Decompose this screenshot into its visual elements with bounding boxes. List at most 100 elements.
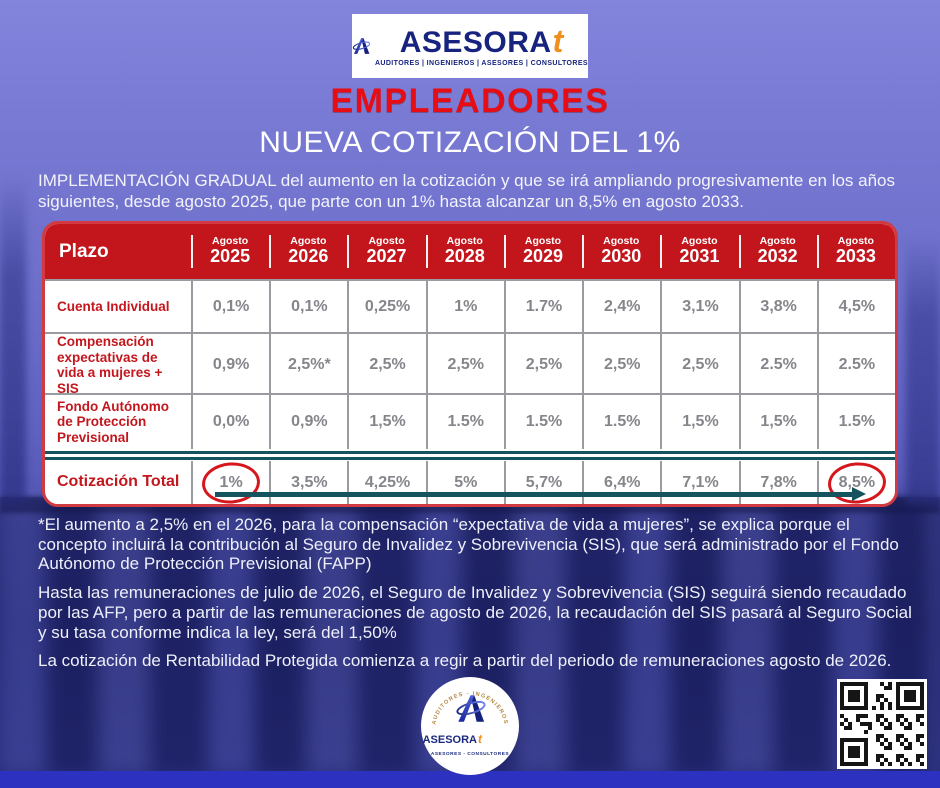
value-cell: 2,5% bbox=[503, 332, 583, 397]
value-cell: 3,8% bbox=[738, 279, 817, 332]
month-label: Agosto bbox=[603, 235, 640, 248]
value-cell: 7,1% bbox=[660, 461, 738, 504]
value-cell: 0,9% bbox=[191, 332, 270, 397]
value-cell: 2,5% bbox=[660, 332, 739, 397]
qr-code-icon bbox=[840, 682, 924, 766]
growth-arrow-icon bbox=[215, 487, 866, 501]
value-cell: 0,1% bbox=[191, 279, 270, 332]
brand-a-icon bbox=[352, 37, 370, 55]
value-cell-circled: 1% bbox=[191, 461, 269, 504]
value-cell: 2.5% bbox=[816, 332, 895, 397]
value-cell: 7,8% bbox=[738, 461, 817, 504]
row-label: Compensación expectativas de vida a muje… bbox=[45, 332, 191, 396]
bottom-blue-bar bbox=[0, 771, 940, 788]
value-cell: 4,25% bbox=[347, 461, 425, 504]
value-cell: 0,9% bbox=[269, 393, 348, 449]
value-cell: 0,0% bbox=[191, 393, 270, 449]
footnote-afp: Hasta las remuneraciones de julio de 202… bbox=[38, 583, 912, 642]
value-cell: 2,4% bbox=[582, 279, 661, 332]
footnotes: *El aumento a 2,5% en el 2026, para la c… bbox=[38, 515, 912, 680]
year-label: 2030 bbox=[601, 246, 642, 267]
value-cell-circled: 8,5% bbox=[816, 461, 895, 504]
column-header-agosto-2033: Agosto 2033 bbox=[816, 224, 895, 279]
value-cell: 1.5% bbox=[503, 393, 583, 449]
row-label: Cuenta Individual bbox=[45, 279, 191, 332]
month-label: Agosto bbox=[446, 235, 483, 248]
year-label: 2028 bbox=[444, 246, 485, 267]
brand-name-suffix: t bbox=[552, 23, 564, 59]
brand-seal: AUDITORES - INGENIEROS ASESORA t ASESORE… bbox=[420, 676, 520, 776]
value-cell: 0,1% bbox=[269, 279, 348, 332]
column-header-agosto-2025: Agosto 2025 bbox=[191, 224, 269, 279]
page-title: NUEVA COTIZACIÓN DEL 1% bbox=[259, 126, 681, 159]
value-cell: 2,5% bbox=[425, 332, 504, 397]
footnote-sis: *El aumento a 2,5% en el 2026, para la c… bbox=[38, 515, 899, 574]
seal-brand-suffix: t bbox=[478, 732, 483, 746]
table-row-total: Cotización Total 1% 3,5% 4,25% 5% 5,7% 6,4% 7,1… bbox=[45, 461, 895, 504]
month-label: Agosto bbox=[368, 235, 405, 248]
value-cell: 1% bbox=[425, 279, 504, 332]
month-label: Agosto bbox=[837, 235, 874, 248]
table-row: Compensación expectativas de vida a muje… bbox=[45, 332, 895, 397]
value-cell: 1,5% bbox=[347, 393, 426, 449]
seal-arc-bottom-text: ASESORES - CONSULTORES bbox=[431, 751, 510, 757]
table-header-row: Plazo Agosto 2025 Agosto 2026 Agosto 2027 Agos… bbox=[45, 224, 895, 279]
value-cell: 1.7% bbox=[503, 279, 583, 332]
brand-wordmark: ASESORA t AUDITORES | INGENIEROS | ASESO… bbox=[375, 25, 588, 67]
month-label: Agosto bbox=[681, 235, 718, 248]
footnote-rentabilidad: La cotización de Rentabilidad Protegida … bbox=[38, 651, 892, 671]
audience-heading: EMPLEADORES bbox=[330, 82, 610, 120]
year-label: 2027 bbox=[366, 246, 407, 267]
value-cell: 2,5% bbox=[582, 332, 661, 397]
value-cell: 1,5% bbox=[660, 393, 739, 449]
year-label: 2032 bbox=[757, 246, 798, 267]
cotizacion-table: Plazo Agosto 2025 Agosto 2026 Agosto 2027 Agos… bbox=[42, 221, 898, 507]
intro-paragraph: IMPLEMENTACIÓN GRADUAL del aumento en la… bbox=[38, 171, 896, 211]
month-label: Agosto bbox=[290, 235, 327, 248]
brand-tagline: AUDITORES | INGENIEROS | ASESORES | CONS… bbox=[374, 60, 588, 67]
value-cell: 3,1% bbox=[660, 279, 739, 332]
value-cell: 6,4% bbox=[582, 461, 660, 504]
value-cell: 1.5% bbox=[582, 393, 661, 449]
value-cell: 1.5% bbox=[425, 393, 504, 449]
brand-logo-box: ASESORA t AUDITORES | INGENIEROS | ASESO… bbox=[352, 14, 588, 78]
column-header-agosto-2027: Agosto 2027 bbox=[347, 224, 425, 279]
value-cell: 2,5% bbox=[347, 332, 426, 397]
year-label: 2025 bbox=[210, 246, 251, 267]
row-label: Fondo Autónomo de Protección Previsional bbox=[45, 393, 191, 449]
left-building-silhouette bbox=[0, 175, 26, 505]
year-label: 2026 bbox=[288, 246, 329, 267]
value-cell: 5% bbox=[425, 461, 504, 504]
seal-brand-name: ASESORA bbox=[423, 734, 477, 746]
year-label: 2033 bbox=[835, 246, 876, 267]
value-cell: 0,25% bbox=[347, 279, 426, 332]
value-cell: 2.5% bbox=[738, 332, 817, 397]
month-label: Agosto bbox=[212, 235, 249, 248]
value-cell: 4,5% bbox=[816, 279, 895, 332]
column-header-agosto-2028: Agosto 2028 bbox=[425, 224, 504, 279]
year-label: 2029 bbox=[522, 246, 564, 267]
column-header-agosto-2032: Agosto 2032 bbox=[738, 224, 817, 279]
value-cell: 3,5% bbox=[269, 461, 347, 504]
column-header-agosto-2031: Agosto 2031 bbox=[660, 224, 738, 279]
column-header-plazo: Plazo bbox=[59, 240, 109, 262]
table-row: Cuenta Individual 0,1% 0,1% 0,25% 1% 1.7% 2,4%… bbox=[45, 279, 895, 332]
column-header-agosto-2029: Agosto 2029 bbox=[503, 224, 582, 279]
table-row: Fondo Autónomo de Protección Previsional… bbox=[45, 393, 895, 449]
teal-divider bbox=[45, 449, 895, 461]
column-header-agosto-2026: Agosto 2026 bbox=[269, 224, 347, 279]
qr-code bbox=[837, 679, 927, 769]
row-label: Cotización Total bbox=[57, 473, 180, 491]
brand-name: ASESORA bbox=[399, 26, 552, 59]
month-label: Agosto bbox=[759, 235, 796, 248]
year-label: 2031 bbox=[679, 246, 720, 267]
value-cell: 1,5% bbox=[738, 393, 817, 449]
value-cell: 2,5%* bbox=[269, 332, 348, 397]
column-header-agosto-2030: Agosto 2030 bbox=[582, 224, 660, 279]
right-building-silhouette bbox=[906, 235, 940, 505]
value-cell: 1.5% bbox=[816, 393, 895, 449]
city-photo-band bbox=[0, 497, 940, 773]
value-cell: 5,7% bbox=[503, 461, 582, 504]
month-label: Agosto bbox=[524, 235, 562, 248]
